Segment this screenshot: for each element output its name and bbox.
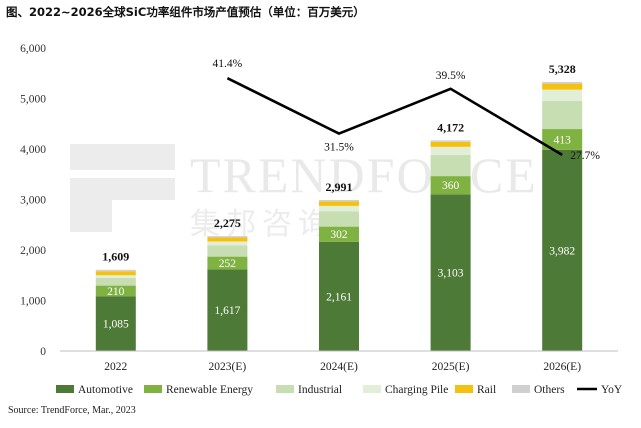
bar-segment-charging-pile — [542, 89, 583, 101]
segment-value-label: 1,617 — [214, 305, 240, 317]
legend-label: Industrial — [298, 384, 342, 396]
segment-value-label: 360 — [442, 180, 460, 192]
total-value-label: 4,172 — [437, 120, 464, 134]
segment-value-label: 2,161 — [326, 291, 352, 303]
x-axis: 2022 2023(E) 2024(E) 2025(E) 2026(E) — [60, 350, 618, 373]
total-value-label: 5,328 — [549, 62, 576, 76]
bar-segment-industrial — [207, 245, 248, 257]
yoy-line-group: 41.4% 31.5% 39.5% 27.7% — [213, 58, 601, 162]
x-tick-label: 2024(E) — [320, 361, 358, 373]
bar-segment-automotive — [319, 241, 359, 351]
y-tick-label: 1,000 — [20, 296, 46, 308]
bar-segment-charging-pile — [430, 146, 471, 155]
bar-segment-rail — [319, 201, 359, 206]
legend-label: Renewable Energy — [166, 384, 253, 396]
bar-segment-renewable-energy — [319, 226, 359, 242]
source-note: Source: TrendForce, Mar., 2023 — [8, 405, 136, 416]
bar-segment-rail — [542, 83, 583, 90]
x-tick-label: 2026(E) — [543, 361, 581, 373]
x-tick-label: 2022 — [104, 361, 127, 373]
yoy-value-label: 31.5% — [324, 142, 354, 154]
data-labels: 1,085 210 1,609 1,617 252 2,275 2,161 302 2,991 3… — [102, 62, 575, 331]
segment-value-label: 413 — [554, 134, 572, 146]
y-tick-label: 0 — [40, 346, 46, 358]
segment-value-label: 3,982 — [549, 245, 575, 257]
bar-segment-industrial — [95, 278, 136, 286]
bar-segment-renewable-energy — [430, 176, 471, 195]
bar-segment-industrial — [319, 211, 359, 227]
bar-segment-automotive — [95, 296, 136, 351]
x-tick-label: 2023(E) — [209, 361, 247, 373]
bar-segment-charging-pile — [95, 275, 136, 279]
segment-value-label: 252 — [219, 258, 237, 270]
legend-label: Charging Pile — [385, 384, 448, 396]
segment-value-label: 210 — [107, 286, 125, 298]
bar-segment-others — [542, 81, 583, 84]
legend: Automotive Renewable Energy Industrial Char… — [56, 384, 623, 396]
bar-segment-rail — [430, 141, 471, 147]
y-tick-label: 5,000 — [20, 94, 46, 106]
yoy-value-label: 39.5% — [436, 70, 466, 82]
bar-segment-renewable-energy — [542, 129, 583, 150]
legend-label: YoY — [601, 384, 623, 396]
bar-segment-charging-pile — [319, 205, 359, 212]
watermark-text: TRENDFORCE — [190, 147, 538, 203]
bar-segment-automotive — [207, 269, 248, 351]
chart-title: 图、2022~2026全球SiC功率组件市场产值预估（单位：百万美元） — [6, 5, 365, 19]
y-tick-label: 4,000 — [20, 144, 46, 156]
bar-segment-automotive — [542, 149, 583, 351]
legend-swatch — [56, 385, 74, 393]
bar-segment-industrial — [430, 154, 471, 177]
total-value-label: 2,991 — [326, 180, 353, 194]
legend-swatch — [363, 385, 381, 393]
segment-value-label: 302 — [330, 229, 348, 241]
y-tick-label: 3,000 — [20, 195, 46, 207]
total-value-label: 1,609 — [102, 250, 129, 264]
legend-label: Rail — [477, 384, 496, 396]
bar-segment-renewable-energy — [95, 285, 136, 297]
bar-segment-rail — [207, 237, 248, 242]
legend-label: Others — [534, 384, 565, 396]
watermark-logo-top — [70, 144, 175, 170]
segment-value-label: 1,085 — [103, 319, 129, 331]
legend-swatch — [512, 385, 530, 393]
bar-segment-rail — [95, 271, 136, 276]
total-value-label: 2,275 — [214, 216, 241, 230]
segment-value-label: 3,103 — [438, 268, 464, 280]
legend-swatch — [144, 385, 162, 393]
y-tick-label: 6,000 — [20, 43, 46, 55]
x-tick-label: 2025(E) — [432, 361, 470, 373]
yoy-value-label: 27.7% — [570, 150, 600, 162]
bar-segment-others — [207, 236, 248, 238]
bar-segment-charging-pile — [207, 241, 248, 246]
legend-swatch — [276, 385, 294, 393]
legend-label: Automotive — [78, 384, 133, 396]
y-axis: 0 1,000 2,000 3,000 4,000 5,000 6,000 — [20, 43, 46, 358]
bars — [95, 81, 583, 351]
bar-segment-renewable-energy — [207, 256, 248, 270]
y-tick-label: 2,000 — [20, 245, 46, 257]
legend-swatch — [455, 385, 473, 393]
bar-segment-industrial — [542, 100, 583, 130]
bar-segment-automotive — [430, 194, 471, 351]
bar-segment-others — [319, 199, 359, 202]
bar-segment-others — [95, 269, 136, 272]
watermark: TRENDFORCE 集邦咨询 — [70, 144, 538, 242]
yoy-line — [226, 76, 563, 156]
bar-segment-others — [430, 140, 471, 142]
watermark-logo-bottom — [70, 178, 175, 232]
yoy-value-label: 41.4% — [213, 58, 243, 70]
